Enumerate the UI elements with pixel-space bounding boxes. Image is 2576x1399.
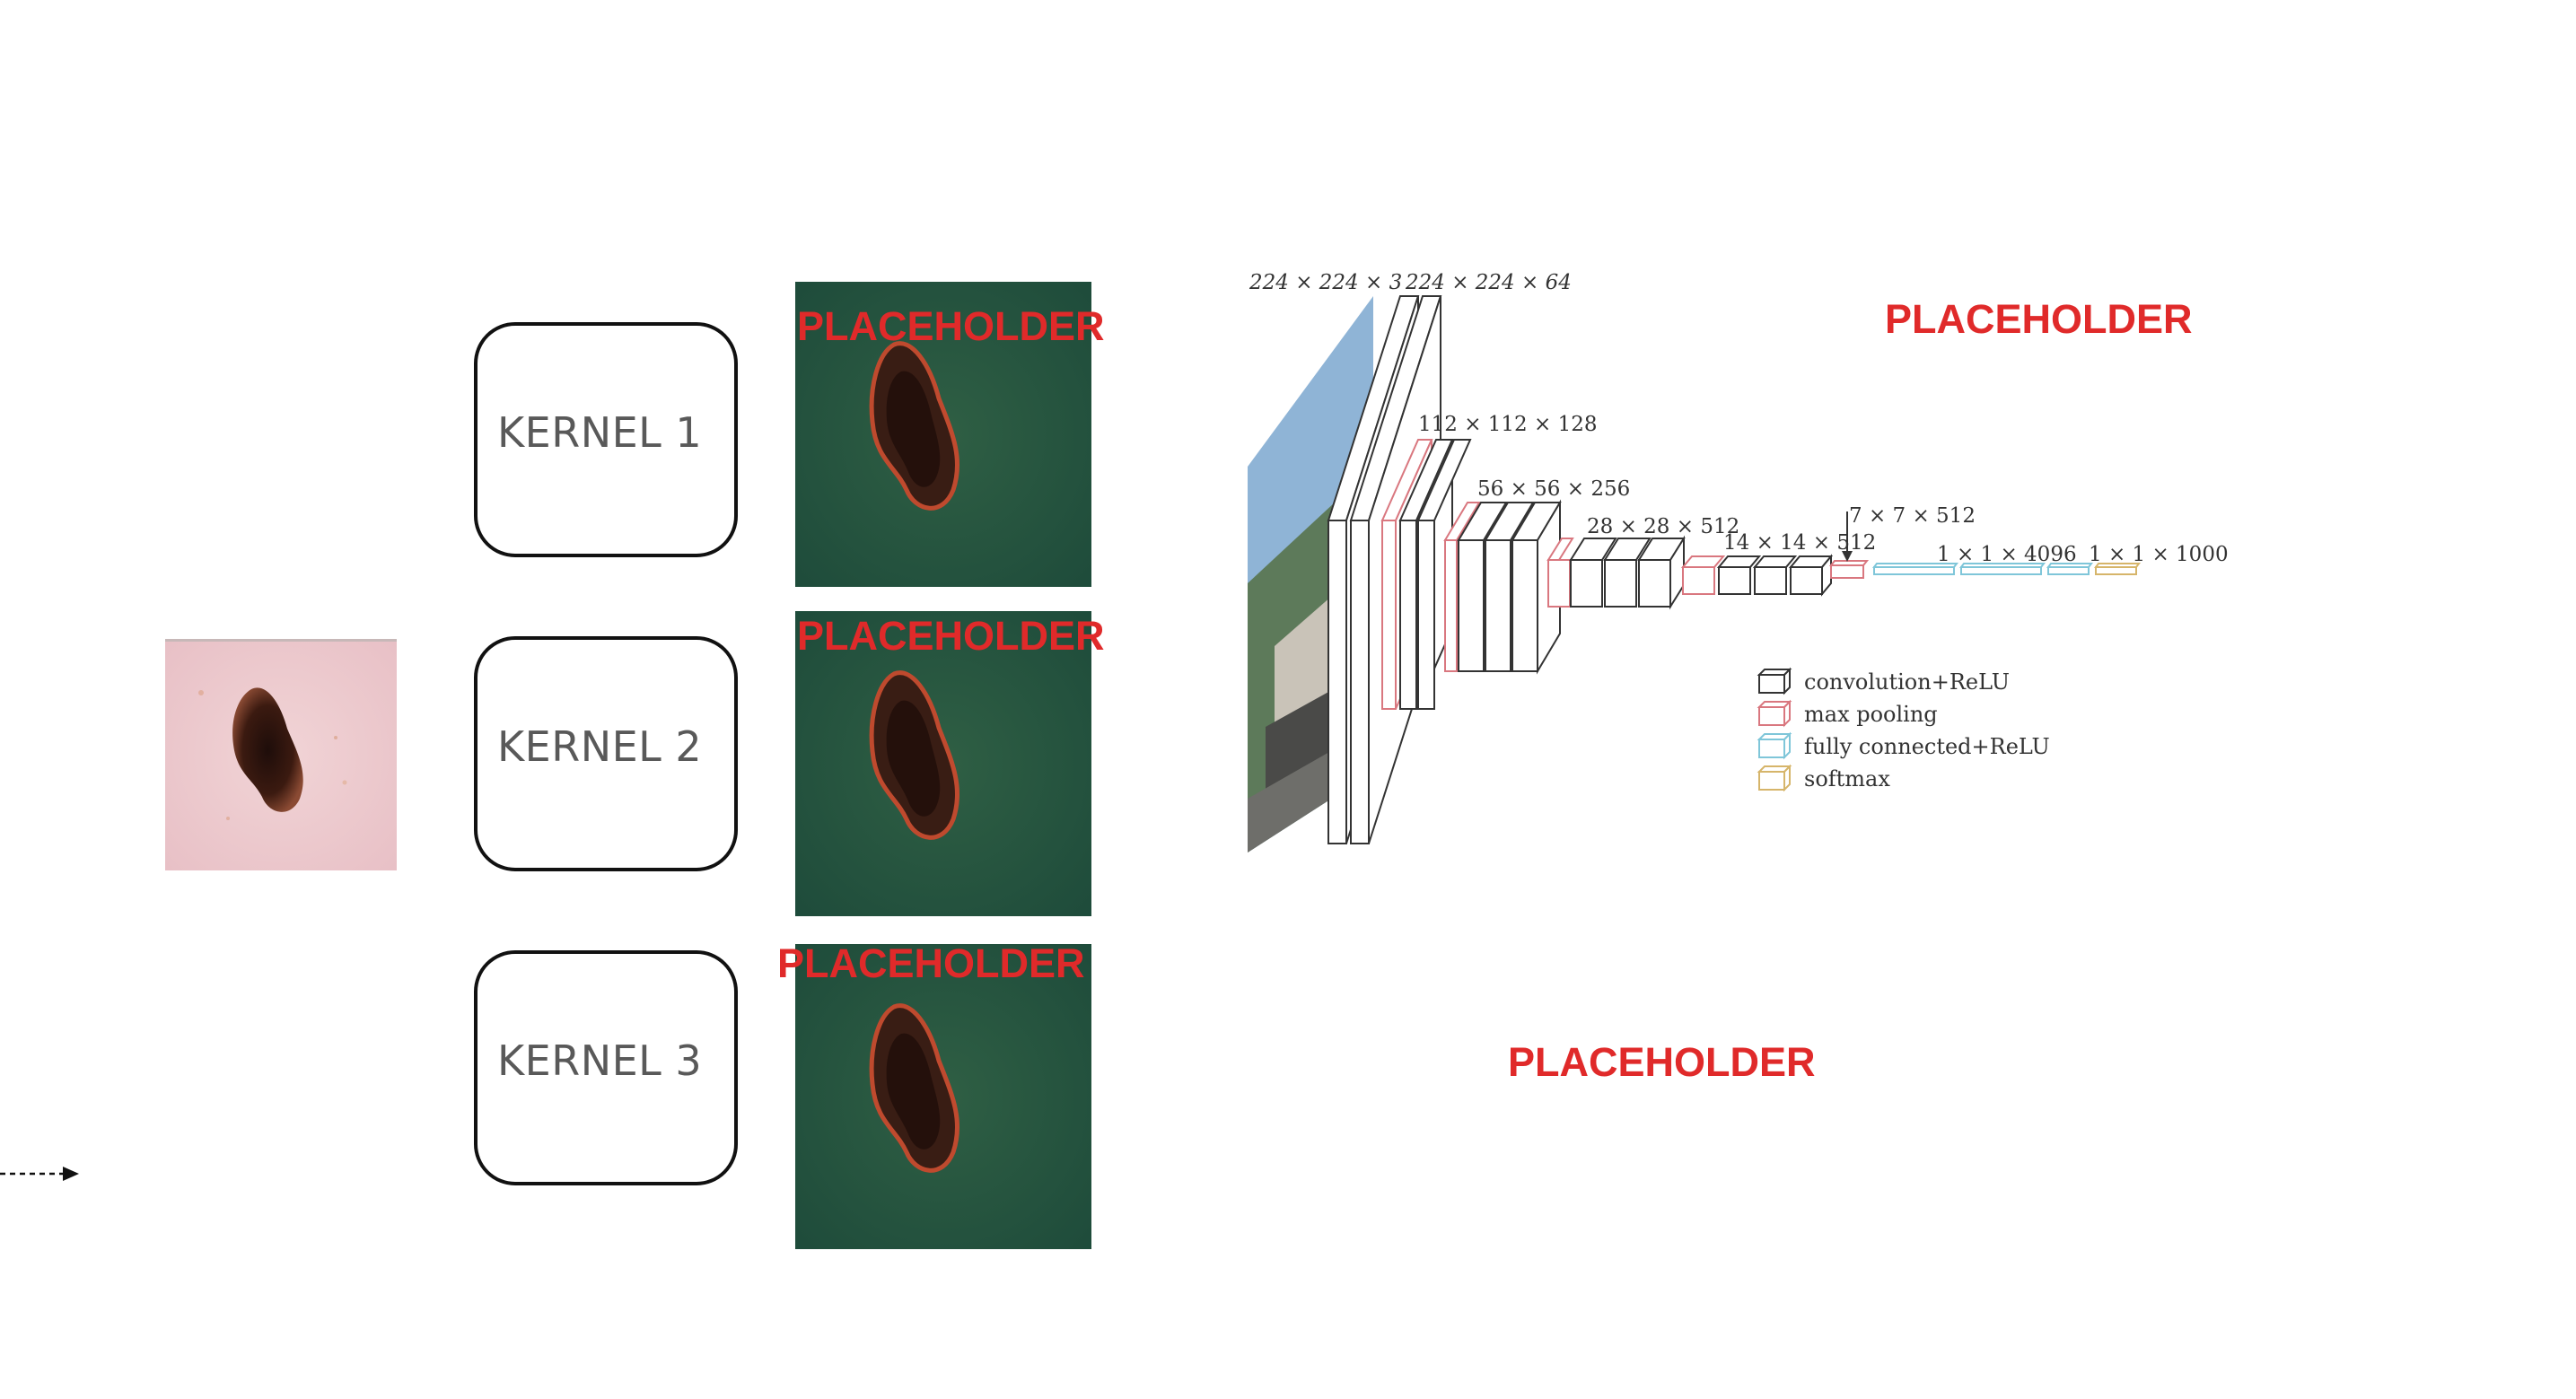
conv3-block bbox=[1457, 499, 1562, 675]
network-placeholder-bottom: PLACEHOLDER bbox=[1508, 1039, 1816, 1085]
dim-conv4: 28 × 28 × 512 bbox=[1587, 515, 1739, 538]
dim-conv3: 56 × 56 × 256 bbox=[1477, 477, 1630, 501]
legend-conv-label: convolution+ReLU bbox=[1804, 669, 2010, 695]
legend-conv-icon bbox=[1757, 667, 1792, 695]
feature-map-3 bbox=[795, 944, 1091, 1249]
vgg-network-diagram: 224 × 224 × 3 224 × 224 × 64 112 × 112 ×… bbox=[1248, 271, 2229, 853]
feature-map-2-placeholder: PLACEHOLDER bbox=[797, 613, 1105, 659]
conv5-block bbox=[1716, 554, 1834, 597]
feature-map-1-placeholder: PLACEHOLDER bbox=[797, 303, 1105, 349]
legend-fc-label: fully connected+ReLU bbox=[1804, 734, 2050, 759]
dim-fc2: 1 × 1 × 1000 bbox=[2089, 543, 2229, 566]
dim-conv5: 14 × 14 × 512 bbox=[1723, 531, 1876, 555]
dashed-arrow-icon bbox=[0, 1167, 79, 1181]
conv4-block bbox=[1569, 535, 1686, 610]
kernel-1-box: KERNEL 1 bbox=[474, 322, 738, 557]
feature-map-3-placeholder: PLACEHOLDER bbox=[777, 940, 1085, 986]
legend-softmax-icon bbox=[1757, 764, 1792, 792]
conv2-block bbox=[1398, 439, 1472, 710]
legend-fc-icon bbox=[1757, 731, 1792, 760]
kernel-3-label: KERNEL 3 bbox=[497, 1036, 703, 1085]
dim-input: 224 × 224 × 3 bbox=[1249, 271, 1402, 294]
feature-map-2 bbox=[795, 611, 1091, 916]
pool2-block bbox=[1443, 502, 1481, 672]
input-lesion-image bbox=[165, 639, 397, 870]
legend: convolution+ReLU max pooling fully conne… bbox=[1757, 667, 2050, 792]
kernel-1-label: KERNEL 1 bbox=[497, 408, 703, 457]
fc-blocks bbox=[1872, 563, 2093, 575]
legend-pool-icon bbox=[1757, 699, 1792, 728]
kernel-2-label: KERNEL 2 bbox=[497, 722, 703, 771]
kernel-2-box: KERNEL 2 bbox=[474, 636, 738, 871]
feature-map-1 bbox=[795, 282, 1091, 587]
kernel-3-box: KERNEL 3 bbox=[474, 950, 738, 1185]
network-placeholder-top: PLACEHOLDER bbox=[1885, 296, 2193, 342]
pool5-block bbox=[1828, 560, 1870, 579]
pool4-block bbox=[1680, 555, 1726, 595]
dim-conv2: 112 × 112 × 128 bbox=[1418, 413, 1598, 436]
dim-conv1: 224 × 224 × 64 bbox=[1405, 271, 1572, 294]
dim-fc1: 1 × 1 × 4096 bbox=[1937, 543, 2077, 566]
dim-pool5: 7 × 7 × 512 bbox=[1849, 504, 1976, 528]
softmax-block bbox=[2094, 563, 2141, 575]
legend-pool-label: max pooling bbox=[1804, 702, 1938, 727]
legend-softmax-label: softmax bbox=[1804, 766, 1890, 791]
